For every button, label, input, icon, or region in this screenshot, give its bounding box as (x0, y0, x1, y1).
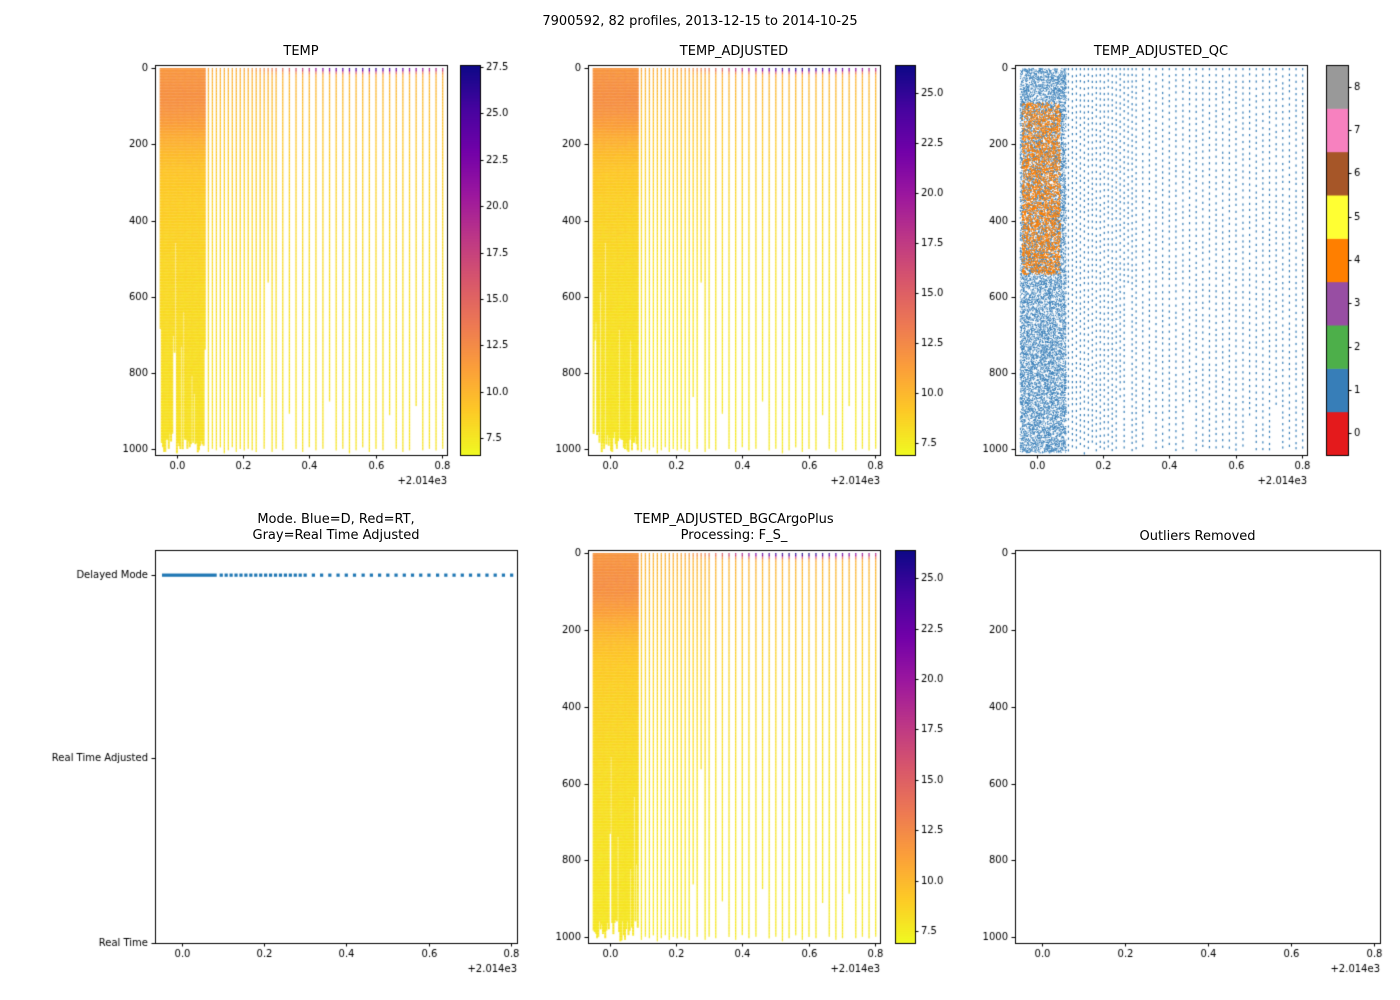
subplot-title-bgc-line2: Processing: F_S_ (680, 528, 788, 543)
figure-suptitle: 7900592, 82 profiles, 2013-12-15 to 2014… (542, 14, 858, 29)
subplot-title-bgc-line1: TEMP_ADJUSTED_BGCArgoPlus (634, 512, 834, 527)
subplot-title-temp-adjusted-bgc: TEMP_ADJUSTED_BGCArgoPlus Processing: F_… (588, 512, 880, 544)
subplot-title-mode-line1: Mode. Blue=D, Red=RT, (257, 512, 415, 527)
subplot-title-temp-adjusted: TEMP_ADJUSTED (679, 44, 789, 59)
subplot-title-temp-adjusted-qc: TEMP_ADJUSTED_QC (1093, 44, 1229, 59)
subplot-title-mode: Mode. Blue=D, Red=RT, Gray=Real Time Adj… (155, 512, 517, 544)
subplot-title-temp: TEMP (283, 44, 319, 59)
subplot-title-outliers-removed: Outliers Removed (1139, 529, 1256, 544)
subplot-title-mode-line2: Gray=Real Time Adjusted (252, 528, 420, 543)
